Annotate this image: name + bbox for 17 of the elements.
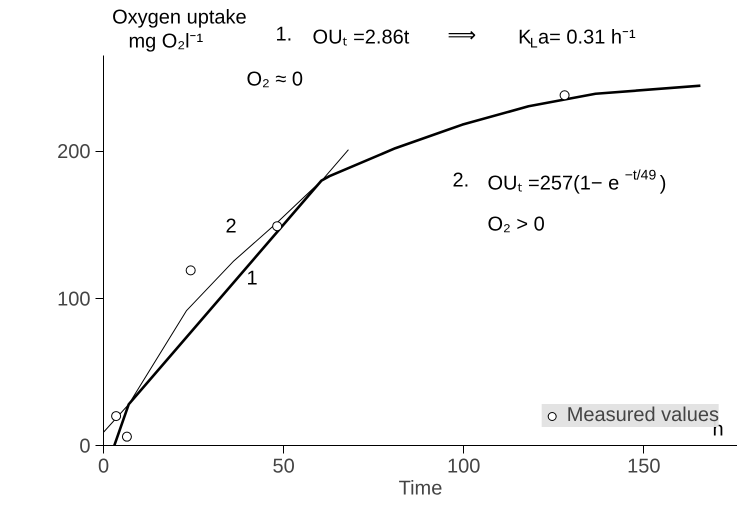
annotation: 2. [452, 170, 470, 192]
annotation: O₂ > 0 [488, 214, 545, 236]
y-tick-label: 0 [79, 436, 90, 458]
y-axis-title: Oxygen uptake mg O₂l⁻¹ [112, 6, 247, 52]
text: ⟹ [448, 24, 477, 46]
x-tick-label: 100 [447, 456, 480, 478]
y-tick-label: 100 [57, 288, 91, 310]
text: 1. [276, 24, 292, 46]
annotation: 1 [246, 268, 258, 290]
x-tick-label: 50 [272, 456, 295, 478]
annotation: O₂ ≈ 0 [246, 68, 304, 90]
annotation: 2 [226, 216, 237, 238]
x-tick-label: 150 [627, 456, 661, 478]
text: OUₜ =2.86t [312, 26, 410, 48]
y-tick-label: 200 [57, 141, 91, 164]
x-axis-title: Time [398, 478, 442, 500]
x-tick-label: 0 [98, 456, 110, 478]
